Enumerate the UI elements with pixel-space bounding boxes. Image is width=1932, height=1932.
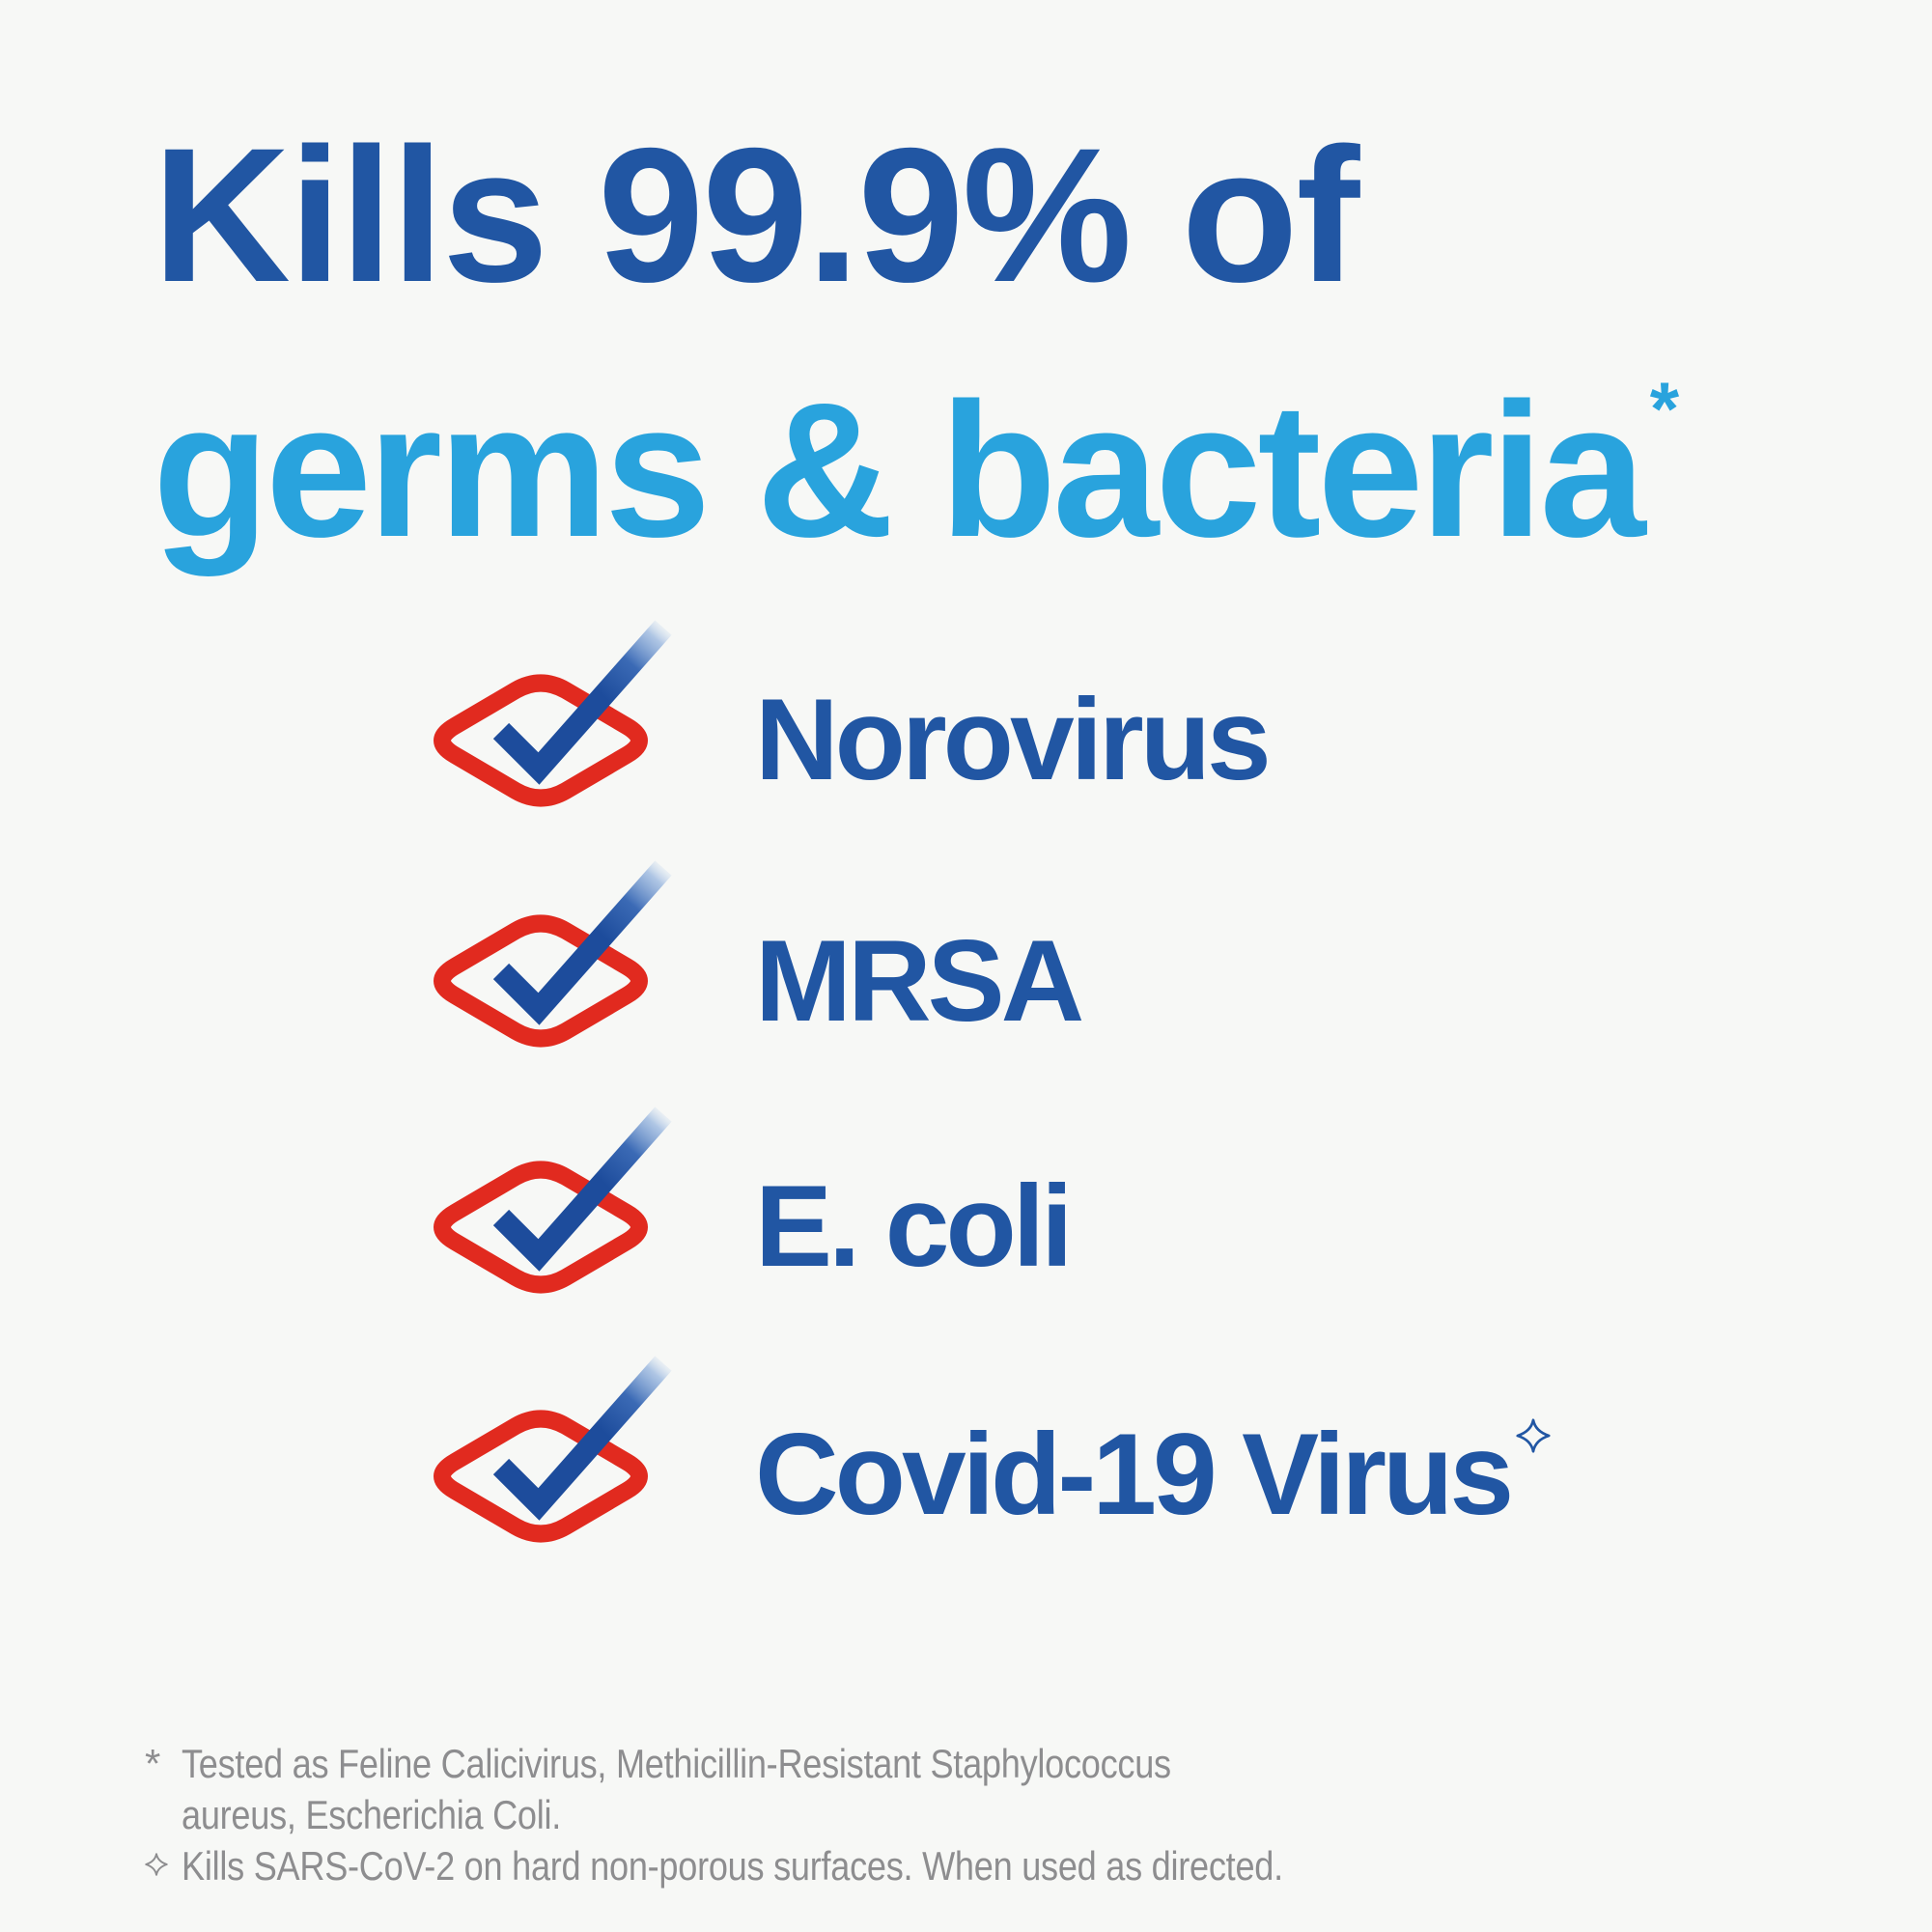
sparkle-icon	[145, 1853, 168, 1876]
headline-line2: germs & bacteria *	[153, 371, 1679, 566]
check-diamond-icon	[434, 1106, 672, 1294]
checklist-item-label: Covid-19 Virus	[755, 1416, 1551, 1532]
checklist-item-label: MRSA	[755, 916, 1084, 1046]
footnote-line: Kills SARS-CoV-2 on hard non-porous surf…	[182, 1843, 1283, 1889]
checkmark	[492, 1106, 672, 1272]
check-diamond-icon	[434, 1356, 672, 1543]
footnote-marker-asterisk: *	[145, 1741, 161, 1786]
checklist-item-label: Norovirus	[755, 675, 1272, 804]
footnote-text: Kills SARS-CoV-2 on hard non-porous surf…	[182, 1840, 1283, 1891]
asterisk-footnote-marker: *	[1649, 366, 1680, 451]
checklist-item-label: E. coli	[755, 1162, 1073, 1291]
footnote-text: Tested as Feline Calicivirus, Methicilli…	[182, 1738, 1171, 1840]
check-diamond-icon	[434, 620, 672, 807]
headline-line1: Kills 99.9% of	[153, 108, 1359, 322]
footnotes: * Tested as Feline Calicivirus, Methicil…	[145, 1738, 1593, 1891]
checkmark	[492, 860, 672, 1025]
checklist-item-label-text: Covid-19 Virus	[755, 1410, 1514, 1539]
footnote-line: aureus, Escherichia Coli.	[182, 1792, 562, 1837]
footnote-tested-as: * Tested as Feline Calicivirus, Methicil…	[145, 1738, 1593, 1840]
headline-line2-text: germs & bacteria	[153, 363, 1646, 576]
checkmark	[492, 620, 672, 785]
diamond-outline	[434, 1161, 648, 1294]
diamond-outline	[434, 674, 648, 807]
footnote-line: Tested as Feline Calicivirus, Methicilli…	[182, 1741, 1171, 1786]
diamond-outline	[434, 914, 648, 1048]
checkmark	[492, 1356, 672, 1521]
footnote-sars-cov-2: Kills SARS-CoV-2 on hard non-porous surf…	[145, 1840, 1593, 1891]
diamond-outline	[434, 1410, 648, 1543]
check-diamond-icon	[434, 860, 672, 1048]
sparkle-footnote-marker-icon	[1516, 1417, 1551, 1454]
footnote-marker-sparkle	[145, 1840, 182, 1877]
